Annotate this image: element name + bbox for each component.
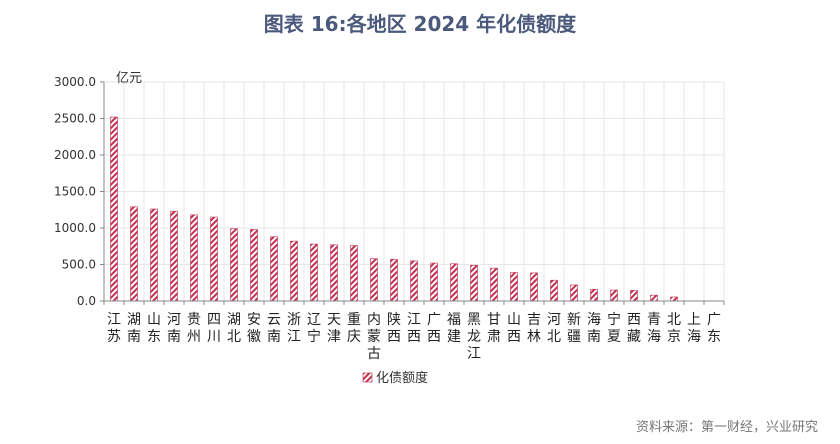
bar-21 [530,272,538,302]
x-tick-label: 福建 [447,312,461,345]
gridlines [100,81,725,302]
x-tick-label: 甘肃 [487,312,501,345]
y-axis-unit-label: 亿元 [116,71,142,86]
bar-16 [430,262,438,302]
x-tick-label: 吉林 [527,312,541,345]
x-tick-label: 湖北 [227,312,241,345]
x-tick-label: 湖南 [127,312,141,345]
legend-label: 化债额度 [376,370,428,386]
bar-22 [550,279,558,302]
source-note: 资料来源：第一财经，兴业研究 [635,420,818,435]
y-tick-label: 2000.0 [54,148,96,162]
x-tick-label: 河南 [167,312,181,345]
x-tick-label: 四川 [207,312,221,345]
bar-3 [170,210,178,302]
x-tick-label: 青海 [647,312,661,345]
bar-12 [350,245,358,302]
x-tick-label: 河北 [547,312,561,345]
bar-17 [450,263,458,302]
y-tick-label: 1500.0 [54,185,96,199]
x-tick-label: 西藏 [627,312,641,345]
x-tick-label: 贵州 [187,312,201,345]
x-tick-label: 上海 [687,312,701,345]
y-tick-label: 0.0 [77,294,96,308]
bar-13 [370,258,378,302]
bars [110,116,678,302]
x-tick-label: 重庆 [347,312,361,345]
bar-7 [250,229,258,302]
bar-1 [130,206,138,302]
x-tick-label: 山西 [507,312,521,345]
x-tick-label: 广西 [427,312,441,345]
x-tick-label: 海南 [587,312,601,345]
x-tick-label: 云南 [267,312,281,345]
bar-9 [290,240,298,302]
legend: 化债额度 [362,370,428,386]
x-tick-label: 广东 [707,312,721,345]
bar-20 [510,272,518,302]
x-tick-label: 新疆 [567,312,581,345]
x-tick-label: 安徽 [247,312,261,345]
x-tick-labels: 江苏湖南山东河南贵州四川湖北安徽云南浙江辽宁天津重庆内蒙古陕西江西广西福建黑龙江… [107,311,721,362]
x-tick-label: 内蒙古 [367,312,381,362]
bar-8 [270,236,278,302]
bar-27 [650,294,658,302]
bar-26 [630,290,638,302]
bar-15 [410,260,418,302]
axes [103,82,725,305]
x-tick-label: 浙江 [287,312,301,345]
bar-5 [210,216,218,302]
y-tick-label: 2500.0 [54,112,96,126]
bar-19 [490,267,498,302]
x-tick-label: 江西 [407,312,421,345]
bar-4 [190,214,198,302]
y-tick-label: 1000.0 [54,221,96,235]
x-tick-label: 山东 [147,312,161,345]
bar-11 [330,244,338,302]
legend-swatch [362,372,373,383]
bar-23 [570,284,578,302]
bar-28 [670,296,678,302]
y-tick-label: 3000.0 [54,75,96,89]
bar-2 [150,208,158,302]
x-tick-label: 天津 [327,312,341,345]
x-tick-label: 宁夏 [607,311,621,345]
chart-title: 图表 16:各地区 2024 年化债额度 [263,12,577,36]
bar-24 [590,289,598,302]
x-tick-label: 辽宁 [307,312,321,345]
bar-10 [310,243,318,302]
bar-6 [230,228,238,302]
y-tick-labels: 0.0 500.0 1000.0 1500.0 2000.0 2500.0 3000.0 [54,75,96,308]
y-tick-label: 500.0 [62,258,96,272]
x-tick-label: 北京 [667,312,681,345]
bar-0 [110,116,118,302]
x-tick-label: 陕西 [387,312,401,345]
x-tick-label: 黑龙江 [467,312,481,362]
bar-14 [390,259,398,302]
bar-18 [470,264,478,302]
x-tick-label: 江苏 [107,312,121,345]
bar-25 [610,289,618,302]
